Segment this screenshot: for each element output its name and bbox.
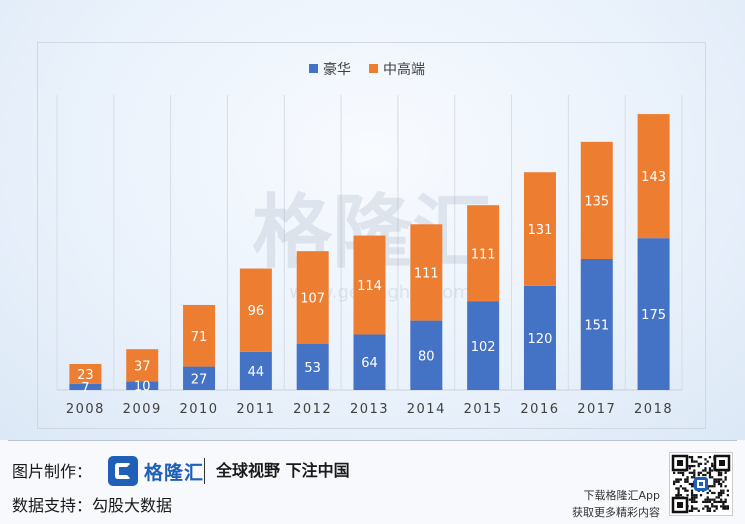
download-app-subtext: 获取更多精彩内容 <box>572 506 660 519</box>
bar-mid-high-2013 <box>353 235 386 335</box>
data-support-label: 数据支持： <box>12 496 93 515</box>
data-label-mid-high-2010: 71 <box>191 330 208 345</box>
bar-luxury-2009 <box>126 381 159 390</box>
data-label-luxury-2015: 102 <box>471 340 496 355</box>
x-tick-label-2014: 2014 <box>407 402 446 417</box>
value-labels: 723 10 37 27 71 44 96 53 107 64 114 80 111 102 111 120 1… <box>77 170 666 396</box>
data-label-mid-high-2014: 111 <box>414 266 439 281</box>
data-label-luxury-2013: 64 <box>361 356 378 371</box>
made-by-label: 图片制作： <box>12 462 93 481</box>
bar-mid-high-2018 <box>637 114 670 239</box>
data-label-mid-high-2009: 37 <box>134 359 151 374</box>
bar-luxury-2008 <box>69 383 102 390</box>
data-label-mid-high-2015: 111 <box>471 247 496 262</box>
brand-name: 格隆汇 <box>144 461 205 484</box>
brand[interactable]: 格隆汇 <box>108 454 204 488</box>
data-label-mid-high-2008: 23 <box>77 368 94 383</box>
brand-logo-icon <box>108 456 138 486</box>
bar-mid-high-2012 <box>296 251 329 345</box>
download-app-text: 下载格隆汇App <box>583 489 661 502</box>
data-label-luxury-2008: 7 <box>81 381 89 396</box>
data-label-luxury-2012: 53 <box>304 361 321 376</box>
bar-luxury-2018 <box>637 238 670 390</box>
data-label-luxury-2016: 120 <box>528 332 553 347</box>
data-support: 数据支持：勾股大数据 <box>12 492 172 516</box>
data-label-luxury-2010: 27 <box>191 372 208 387</box>
bar-mid-high-2014 <box>410 224 443 321</box>
bar-mid-high-2010 <box>183 304 216 367</box>
x-tick-label-2012: 2012 <box>293 402 332 417</box>
grid-lines <box>56 95 683 391</box>
x-tick-label-2009: 2009 <box>123 402 162 417</box>
bar-mid-high-2011 <box>239 268 272 352</box>
stacked-bar-chart: 格隆汇 www.gelonghui.com 723103727714496531… <box>56 61 683 417</box>
legend: 豪华 中高端 <box>309 61 425 78</box>
data-label-luxury-2011: 44 <box>248 365 265 380</box>
footer-divider <box>8 440 737 441</box>
x-tick-label-2018: 2018 <box>634 402 673 417</box>
data-label-luxury-2009: 10 <box>134 380 151 395</box>
legend-label-mid-high: 中高端 <box>383 61 425 78</box>
bar-luxury-2010 <box>183 366 216 390</box>
data-label-mid-high-2017: 135 <box>584 194 609 209</box>
bars <box>69 114 670 390</box>
qr-code-icon[interactable] <box>669 452 733 516</box>
legend-label-luxury: 豪华 <box>323 62 351 78</box>
legend-swatch-luxury <box>309 64 318 73</box>
x-axis-ticks: 2008 2009 2010 2011 2012 2013 2014 2015 2016 2017… <box>66 402 673 417</box>
bar-luxury-2015 <box>467 301 500 390</box>
data-label-luxury-2018: 175 <box>641 308 666 323</box>
data-label-mid-high-2018: 143 <box>641 170 666 185</box>
x-tick-label-2017: 2017 <box>577 402 616 417</box>
x-tick-label-2016: 2016 <box>520 402 559 417</box>
chart-frame <box>37 42 706 429</box>
data-label-mid-high-2016: 131 <box>528 223 553 238</box>
bar-mid-high-2008 <box>69 363 102 384</box>
brand-separator <box>204 458 205 484</box>
bar-luxury-2013 <box>353 334 386 390</box>
bar-luxury-2017 <box>580 258 613 390</box>
data-label-luxury-2014: 80 <box>418 349 435 364</box>
x-tick-label-2011: 2011 <box>236 402 275 417</box>
bar-luxury-2012 <box>296 344 329 390</box>
x-tick-label-2013: 2013 <box>350 402 389 417</box>
x-tick-label-2008: 2008 <box>66 402 105 417</box>
bar-mid-high-2009 <box>126 349 159 382</box>
footer: 图片制作： 格隆汇 全球视野 下注中国 数据支持：勾股大数据 下载格隆汇App … <box>0 440 745 524</box>
data-support-value: 勾股大数据 <box>92 496 173 515</box>
data-label-luxury-2017: 151 <box>584 318 609 333</box>
data-label-mid-high-2011: 96 <box>248 304 265 319</box>
legend-swatch-mid-high <box>369 64 378 73</box>
slogan: 全球视野 下注中国 <box>216 461 350 480</box>
x-tick-label-2010: 2010 <box>179 402 218 417</box>
bar-luxury-2011 <box>239 351 272 390</box>
bar-mid-high-2017 <box>580 141 613 259</box>
bar-luxury-2016 <box>523 285 556 390</box>
data-label-mid-high-2012: 107 <box>300 292 325 307</box>
bar-mid-high-2016 <box>523 172 556 286</box>
bar-luxury-2014 <box>410 320 443 390</box>
x-tick-label-2015: 2015 <box>464 402 503 417</box>
bar-mid-high-2015 <box>467 205 500 302</box>
data-label-mid-high-2013: 114 <box>357 279 382 294</box>
